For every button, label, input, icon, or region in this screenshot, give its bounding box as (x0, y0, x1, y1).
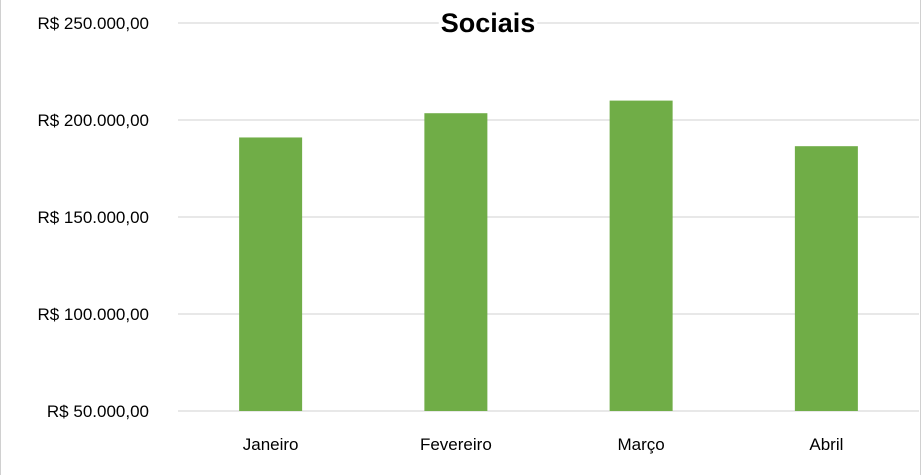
x-tick-label: Fevereiro (420, 435, 492, 454)
y-tick-label: R$ 200.000,00 (37, 111, 149, 130)
chart-title: Sociais (441, 8, 536, 38)
x-tick-label: Março (618, 435, 665, 454)
y-tick-label: R$ 250.000,00 (37, 14, 149, 33)
x-tick-label: Abril (809, 435, 843, 454)
y-tick-label: R$ 150.000,00 (37, 208, 149, 227)
x-tick-label: Janeiro (243, 435, 299, 454)
x-axis-tick-labels: Janeiro Fevereiro Março Abril (243, 435, 844, 454)
bar (239, 137, 303, 411)
bar (424, 113, 488, 412)
y-tick-label: R$ 100.000,00 (37, 305, 149, 324)
chart-title-background (438, 10, 538, 36)
y-tick-label: R$ 50.000,00 (47, 402, 149, 421)
bar (794, 146, 858, 411)
bars (239, 100, 858, 412)
bar (609, 100, 673, 411)
y-axis-tick-labels: R$ 50.000,00 R$ 100.000,00 R$ 150.000,00 R$… (37, 14, 149, 421)
